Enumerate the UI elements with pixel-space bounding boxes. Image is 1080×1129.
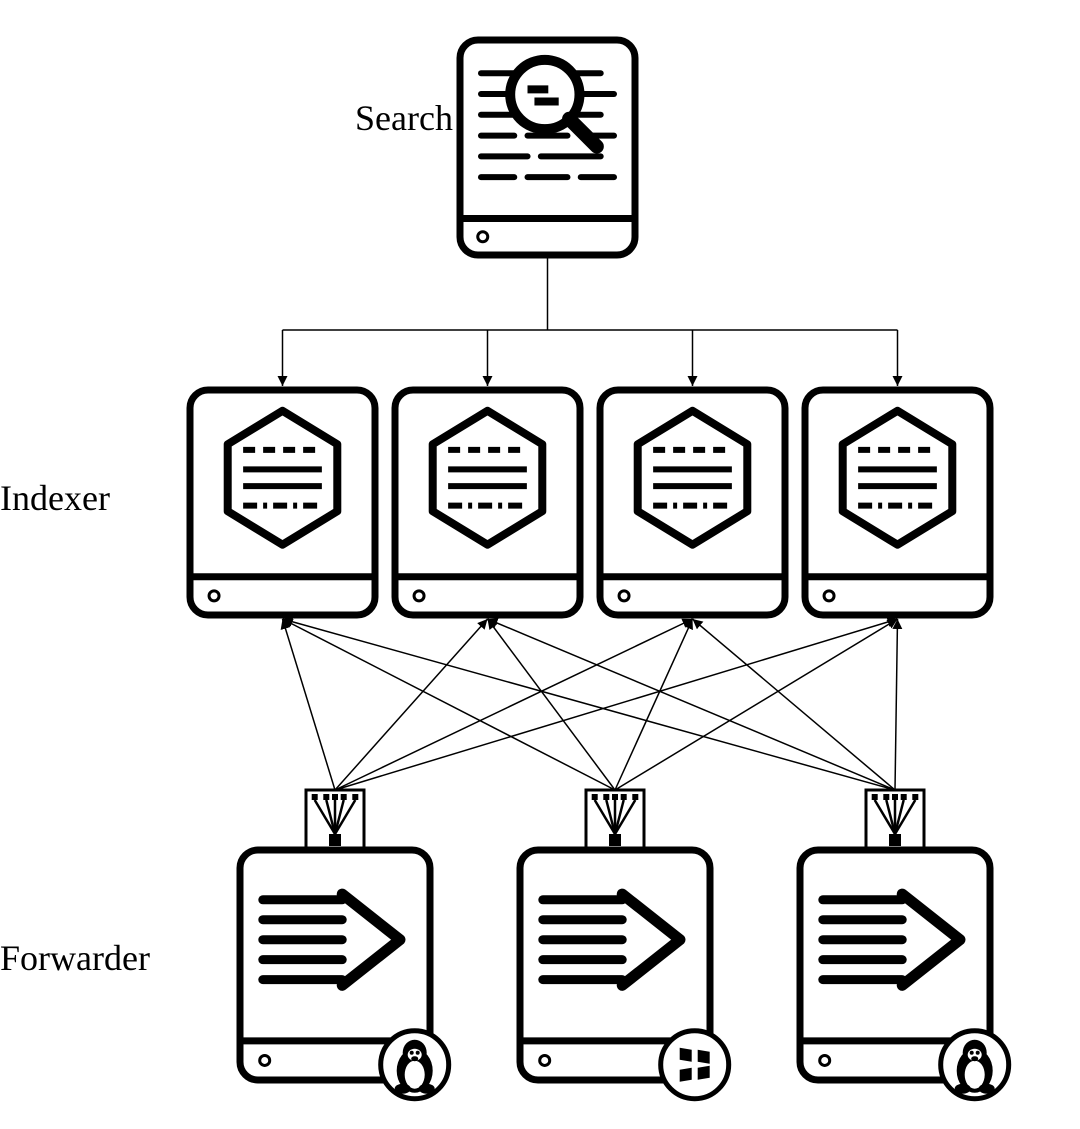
edge-fwd1-idx1 [283, 619, 336, 790]
connector-icon [586, 790, 644, 848]
nodes-layer [190, 40, 1009, 1099]
indexer-tier-label: Indexer [0, 478, 110, 518]
edge-fwd3-idx2 [488, 619, 896, 790]
device-idx4 [805, 390, 990, 615]
edge-fwd2-idx4 [615, 619, 898, 790]
device-search [460, 40, 635, 255]
forwarder-tier-label: Forwarder [0, 938, 150, 978]
indexer-icon [228, 411, 338, 545]
windows-badge-icon [661, 1031, 729, 1099]
edge-fwd3-idx3 [693, 619, 896, 790]
edge-fwd1-idx2 [335, 619, 488, 790]
edge-fwd2-idx2 [488, 619, 616, 790]
linux-badge-icon [941, 1031, 1009, 1099]
connector-icon [306, 790, 364, 848]
architecture-diagram: Search Indexer Forwarder [0, 0, 1080, 1129]
edge-fwd3-idx1 [283, 619, 896, 790]
linux-badge-icon [381, 1031, 449, 1099]
edge-fwd3-idx4 [895, 619, 898, 790]
indexer-icon [843, 411, 953, 545]
device-idx2 [395, 390, 580, 615]
edge-fwd2-idx3 [615, 619, 693, 790]
edge-fwd2-idx1 [283, 619, 616, 790]
edge-fwd1-idx4 [335, 619, 898, 790]
indexer-icon [433, 411, 543, 545]
device-idx3 [600, 390, 785, 615]
search-tier-label: Search [355, 98, 453, 138]
device-idx1 [190, 390, 375, 615]
connector-icon [866, 790, 924, 848]
indexer-icon [638, 411, 748, 545]
edge-fwd1-idx3 [335, 619, 693, 790]
